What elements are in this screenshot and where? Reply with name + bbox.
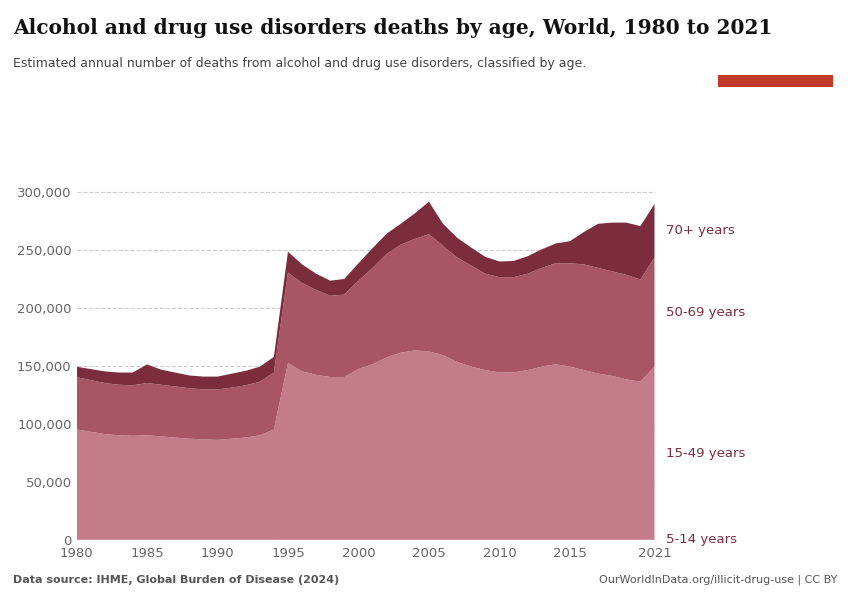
Text: 70+ years: 70+ years — [666, 224, 734, 237]
Text: Alcohol and drug use disorders deaths by age, World, 1980 to 2021: Alcohol and drug use disorders deaths by… — [13, 18, 772, 38]
Text: 5-14 years: 5-14 years — [666, 533, 737, 547]
Text: OurWorldInData.org/illicit-drug-use | CC BY: OurWorldInData.org/illicit-drug-use | CC… — [599, 575, 837, 585]
Text: 50-69 years: 50-69 years — [666, 305, 745, 319]
Text: in Data: in Data — [751, 52, 801, 65]
Text: Our World: Our World — [740, 31, 811, 44]
Text: Data source: IHME, Global Burden of Disease (2024): Data source: IHME, Global Burden of Dise… — [13, 575, 339, 585]
Text: 15-49 years: 15-49 years — [666, 446, 745, 460]
Text: Estimated annual number of deaths from alcohol and drug use disorders, classifie: Estimated annual number of deaths from a… — [13, 57, 586, 70]
Bar — [718, 74, 833, 87]
